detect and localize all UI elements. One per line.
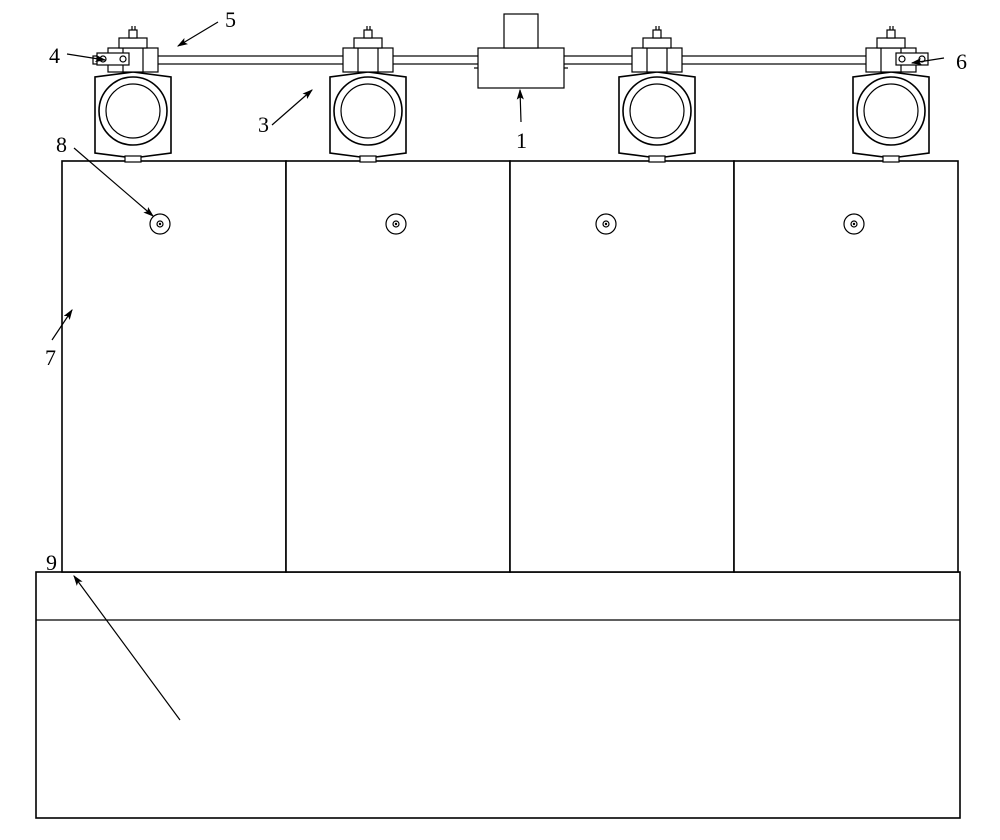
diagram-stage: 5 4 6 3 1 8 7 9: [0, 0, 1000, 840]
callout-4: 4: [49, 43, 60, 69]
callout-6: 6: [956, 49, 967, 75]
callout-3: 3: [258, 112, 269, 138]
diagram-svg: [0, 0, 1000, 840]
callout-7: 7: [45, 345, 56, 371]
callout-1: 1: [516, 128, 527, 154]
callout-9: 9: [46, 550, 57, 576]
callout-5: 5: [225, 7, 236, 33]
callout-8: 8: [56, 132, 67, 158]
